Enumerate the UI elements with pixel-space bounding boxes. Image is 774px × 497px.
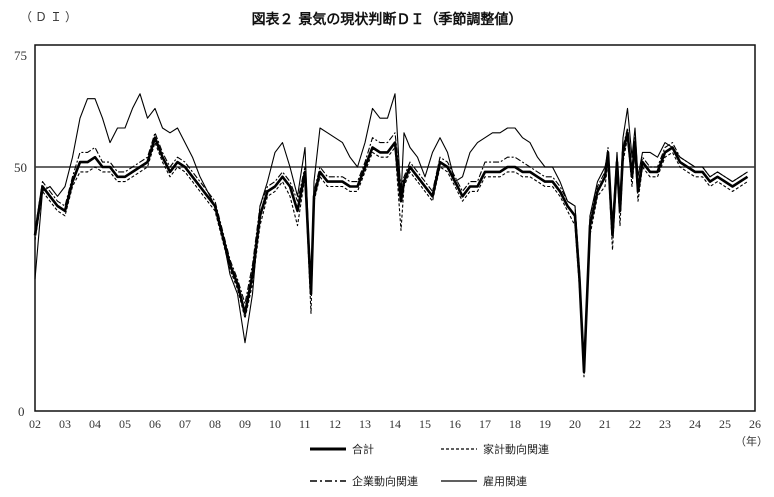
series-line-dash-dot	[34, 127, 748, 368]
y-tick-0: 0	[18, 404, 25, 419]
x-tick-13: 13	[359, 417, 371, 431]
x-tick-17: 17	[479, 417, 491, 431]
legend-label-corporate: 企業動向関連	[352, 475, 418, 488]
x-axis-ticks: 02 03 04 05 06 07 08 09 10 11 12 13 14 15 16 17 18 19 20 21…	[29, 417, 761, 431]
legend-swatch-dash-dot	[310, 480, 346, 482]
x-tick-11: 11	[299, 417, 311, 431]
x-tick-21: 21	[599, 417, 611, 431]
legend-label-employment: 雇用関連	[483, 475, 527, 488]
x-tick-16: 16	[449, 417, 461, 431]
x-tick-26: 26	[749, 417, 761, 431]
legend-label-total: 合計	[352, 443, 374, 456]
x-tick-15: 15	[419, 417, 431, 431]
x-tick-08: 08	[209, 417, 221, 431]
x-tick-12: 12	[329, 417, 341, 431]
x-tick-18: 18	[509, 417, 521, 431]
x-tick-22: 22	[629, 417, 641, 431]
legend-swatch-thick-solid	[310, 447, 346, 451]
x-tick-03: 03	[59, 417, 71, 431]
x-tick-02: 02	[29, 417, 41, 431]
series-lines	[33, 93, 749, 378]
chart-title: 図表２ 景気の現状判断ＤＩ（季節調整値）	[251, 12, 523, 28]
x-tick-06: 06	[149, 417, 161, 431]
legend-item-household: 家計動向関連	[441, 441, 549, 457]
x-tick-09: 09	[239, 417, 251, 431]
x-tick-25: 25	[719, 417, 731, 431]
y-tick-50: 50	[14, 160, 27, 175]
y-tick-75: 75	[14, 48, 27, 63]
x-tick-14: 14	[389, 417, 401, 431]
legend-label-household: 家計動向関連	[483, 443, 549, 456]
legend-swatch-thin-solid	[441, 480, 477, 482]
y-unit-label: （ＤＩ）	[20, 10, 81, 24]
x-tick-20: 20	[569, 417, 581, 431]
legend-item-employment: 雇用関連	[441, 473, 527, 489]
series-line-thin-solid	[34, 93, 748, 373]
legend-item-corporate: 企業動向関連	[310, 473, 418, 489]
x-tick-10: 10	[269, 417, 281, 431]
x-tick-05: 05	[119, 417, 131, 431]
series-line-thick-solid	[33, 131, 749, 374]
legend-item-total: 合計	[310, 441, 374, 457]
legend-swatch-dashed	[441, 448, 477, 450]
x-tick-04: 04	[89, 417, 101, 431]
x-unit-label: （年）	[735, 434, 768, 448]
x-tick-24: 24	[689, 417, 701, 431]
x-tick-23: 23	[659, 417, 671, 431]
x-tick-19: 19	[539, 417, 551, 431]
x-tick-07: 07	[179, 417, 191, 431]
